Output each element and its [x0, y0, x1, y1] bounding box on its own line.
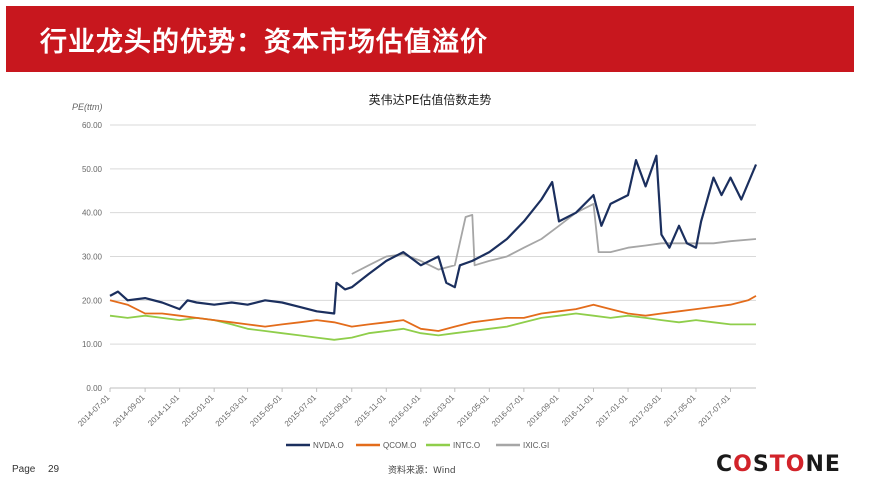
y-tick-label: 50.00 — [82, 165, 103, 174]
x-tick-label: 2015-01-01 — [180, 393, 216, 429]
legend-label: IXIC.GI — [523, 441, 549, 450]
legend-label: NVDA.O — [313, 441, 344, 450]
legend: NVDA.O QCOM.O INTC.O IXIC.GI — [286, 441, 549, 450]
grid-lines — [110, 124, 756, 389]
x-tick-label: 2015-11-01 — [353, 393, 388, 428]
logo-letter: O — [733, 452, 753, 477]
series-line-nvda-o — [109, 154, 758, 315]
legend-label: QCOM.O — [383, 441, 416, 450]
series-line-ixic-gi — [351, 202, 757, 275]
x-tick-label: 2014-11-01 — [146, 393, 181, 428]
x-tick-label: 2016-07-01 — [490, 393, 526, 429]
logo-letter: S — [752, 452, 770, 477]
y-axis-label: PE(ttm) — [72, 102, 103, 112]
y-tick-labels: 0.00 10.00 20.00 30.00 40.00 50.00 60.00 — [82, 121, 103, 393]
y-tick-label: 0.00 — [86, 384, 102, 393]
source-note: 资料来源：Wind — [388, 466, 456, 476]
slide-title: 行业龙头的优势：资本市场估值溢价 — [40, 27, 488, 58]
x-tick-label: 2015-03-01 — [214, 393, 250, 429]
x-tick-label: 2015-05-01 — [248, 393, 284, 429]
x-tick-label: 2016-01-01 — [387, 393, 423, 429]
x-tick-label: 2017-05-01 — [662, 393, 698, 429]
title-banner: 行业龙头的优势：资本市场估值溢价 — [6, 6, 854, 72]
x-tick-label: 2016-11-01 — [560, 393, 595, 428]
chart-title: 英伟达PE估值倍数走势 — [369, 92, 492, 107]
y-tick-label: 20.00 — [82, 296, 103, 305]
page-number: 29 — [48, 464, 60, 475]
logo-letter: NE — [805, 452, 841, 477]
x-tick-label: 2015-07-01 — [283, 393, 319, 429]
y-tick-label: 60.00 — [82, 121, 103, 130]
logo-letter: T — [769, 452, 786, 477]
logo-letter: O — [785, 452, 806, 477]
logo-letter: C — [716, 452, 734, 477]
legend-label: INTC.O — [453, 441, 480, 450]
x-tick-label: 2016-09-01 — [525, 393, 561, 429]
x-tick-label: 2015-09-01 — [318, 393, 354, 429]
series-lines — [109, 154, 758, 341]
x-tick-label: 2016-03-01 — [421, 393, 457, 429]
x-tick-label: 2014-07-01 — [76, 393, 112, 429]
x-tick-label: 2014-09-01 — [111, 393, 147, 429]
y-tick-label: 30.00 — [82, 253, 103, 262]
x-tick-label: 2017-03-01 — [628, 393, 664, 429]
y-tick-label: 10.00 — [82, 340, 103, 349]
company-logo: COSTONE — [716, 452, 841, 477]
x-tick-labels: 2014-07-01 2014-09-01 2014-11-01 2015-01-01… — [76, 388, 732, 428]
x-tick-label: 2017-07-01 — [697, 393, 733, 429]
x-tick-label: 2017-01-01 — [594, 393, 630, 429]
x-tick-label: 2016-05-01 — [455, 393, 491, 429]
page-label: Page — [12, 464, 36, 475]
series-line-intc-o — [109, 312, 756, 341]
y-tick-label: 40.00 — [82, 209, 103, 218]
series-line-qcom-o — [109, 295, 757, 332]
